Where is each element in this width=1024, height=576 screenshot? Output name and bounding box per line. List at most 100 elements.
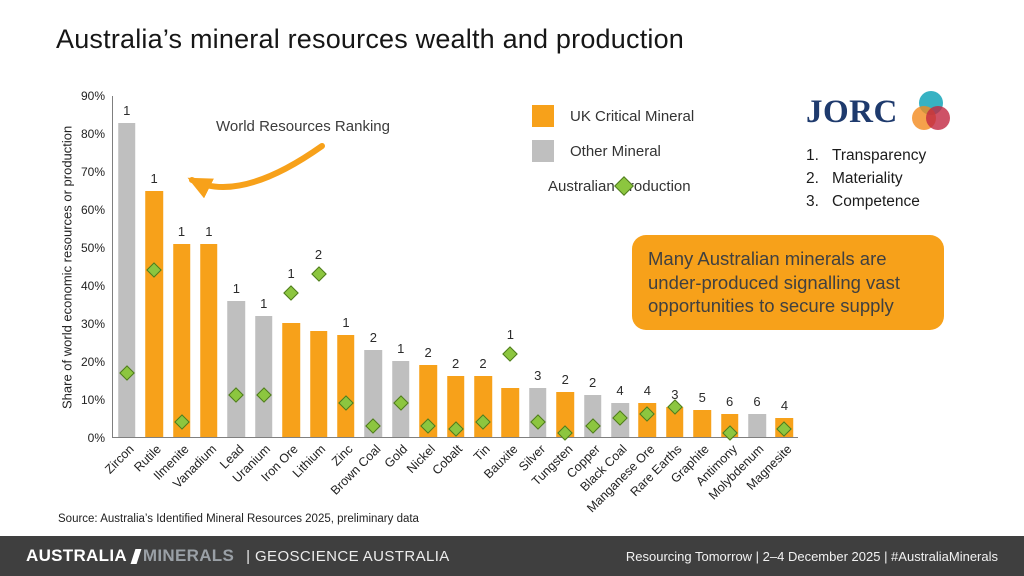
legend-label: UK Critical Mineral (570, 107, 695, 125)
bar-column: 1 Zinc (329, 96, 359, 469)
bar-column: 2 Nickel (404, 96, 441, 476)
bar (364, 349, 383, 437)
legend-swatch-square (532, 105, 554, 127)
bar-column: 1 Iron Ore (259, 96, 304, 484)
bar (337, 334, 355, 437)
production-diamond (502, 345, 519, 362)
bar-column: 3 Silver (516, 96, 551, 474)
annotation-label: World Resources Ranking (216, 118, 390, 135)
brand-geoscience: | GEOSCIENCE AUSTRALIA (246, 547, 450, 565)
jorc-principle-number: 2. (806, 170, 819, 187)
rank-label: 2 (424, 345, 432, 361)
bar (282, 323, 300, 437)
bar-column: 4 Manganese Ore (584, 96, 661, 515)
footer-event-text: Resourcing Tomorrow | 2–4 December 2025 … (625, 548, 998, 564)
bar-column: 1 Lead (217, 96, 250, 472)
rank-label: 4 (780, 398, 789, 414)
rank-label: 1 (150, 170, 158, 186)
jorc-principle-number: 3. (806, 193, 819, 210)
australia-minerals-logo: AUSTRALIA MINERALS | GEOSCIENCE AUSTRALI… (26, 546, 450, 566)
x-tick-label: Cobalt (430, 442, 466, 478)
bar-column: 4 Magnesite (744, 96, 798, 493)
bar-column: 2 Brown Coal (328, 96, 387, 498)
page-title: Australia’s mineral resources wealth and… (56, 24, 685, 54)
legend-item: Australian Production (532, 174, 694, 198)
bar (227, 300, 246, 437)
jorc-principle: 1. Transparency (806, 144, 996, 167)
rank-label: 4 (643, 382, 652, 398)
bar (200, 243, 218, 437)
legend-label: Other Mineral (570, 142, 661, 160)
rank-label: 2 (561, 371, 569, 387)
bar-column: 3 Rare Earths (628, 96, 688, 499)
bar-column: 1 Rutile (132, 96, 167, 475)
bar-column: 1 Bauxite (481, 96, 524, 482)
brand-australia: AUSTRALIA (26, 546, 127, 565)
legend-item: Other Mineral (532, 139, 694, 163)
jorc-logo: JORC (806, 90, 996, 134)
bar-column: 6 Molybdenum (706, 96, 770, 502)
rank-label: 1 (205, 223, 213, 239)
bar-column: 2 Cobalt (430, 96, 469, 477)
bar (666, 406, 684, 437)
rank-label: 2 (451, 356, 460, 372)
x-tick-label: Zircon (102, 442, 137, 477)
bar (446, 376, 465, 437)
bar-column: 1 Ilmenite (151, 96, 195, 483)
y-tick-label: 30% (80, 317, 105, 331)
x-tick-label: Tin (471, 442, 493, 464)
jorc-principle-label: Transparency (832, 147, 927, 164)
rank-label: 1 (177, 223, 186, 239)
bar-column: 4 Black Coal (578, 96, 633, 494)
rank-label: 6 (753, 394, 761, 410)
production-diamond (310, 266, 327, 282)
y-tick-label: 50% (80, 241, 105, 255)
rank-label: 3 (534, 367, 542, 383)
bar (556, 391, 574, 437)
jorc-principle-label: Materiality (832, 170, 903, 187)
y-tick-label: 40% (80, 279, 105, 294)
y-tick-label: 90% (80, 89, 105, 103)
rank-label: 4 (616, 382, 624, 398)
bar-column: 2 Tungsten (529, 96, 579, 489)
rank-label: 2 (314, 247, 323, 263)
y-tick-label: 20% (80, 355, 105, 370)
bar-column: 1 Vanadium (170, 96, 222, 491)
y-tick-label: 60% (80, 203, 105, 217)
brand-minerals: MINERALS (142, 546, 235, 565)
rank-label: 3 (671, 386, 679, 402)
y-tick-label: 70% (80, 165, 105, 179)
jorc-principle: 3. Competence (806, 190, 996, 213)
chart: Share of world economic resources or pro… (58, 88, 800, 554)
jorc-principle-label: Competence (832, 193, 920, 210)
bar-column: 2 Lithium (290, 96, 332, 480)
bar (145, 190, 163, 437)
jorc-principles: 1. Transparency 2. Materiality 3. Competence (806, 144, 996, 213)
jorc-circles-icon (911, 91, 950, 130)
bar (117, 122, 136, 437)
jorc-block: JORC 1. Transparency 2. Materiality 3. Compet… (806, 90, 996, 213)
bar (172, 243, 191, 437)
rank-label: 1 (506, 326, 514, 342)
jorc-principle-number: 1. (806, 147, 819, 164)
source-note: Source: Australia’s Identified Mineral R… (58, 513, 419, 525)
rank-label: 1 (397, 341, 405, 357)
y-tick-label: 0% (87, 431, 105, 445)
bar-column: 2 Tin (469, 96, 496, 463)
callout: Many Australian minerals are under-produ… (632, 235, 944, 331)
bar-column: 5 Graphite (668, 96, 716, 485)
rank-label: 1 (260, 295, 268, 311)
footer: AUSTRALIA MINERALS | GEOSCIENCE AUSTRALI… (0, 536, 1024, 576)
jorc-principle: 2. Materiality (806, 167, 996, 190)
production-diamond (283, 285, 299, 301)
bar (254, 315, 273, 437)
bar-column: 1 Gold (382, 96, 414, 470)
plot-area: 1 Zircon 1 Rutile 1 Ilmenite 1 Vanadium 1 Lead 1 Ur… (102, 96, 798, 516)
bar-series: 1 Zircon 1 Rutile 1 Ilmenite 1 Vanadium 1 Lead 1 Ur… (102, 96, 798, 516)
legend-item: UK Critical Mineral (532, 104, 694, 128)
rank-label: 1 (342, 314, 350, 330)
legend: UK Critical Mineral Other Mineral Australi… (532, 104, 694, 209)
bar (748, 414, 766, 437)
bar (693, 410, 711, 437)
